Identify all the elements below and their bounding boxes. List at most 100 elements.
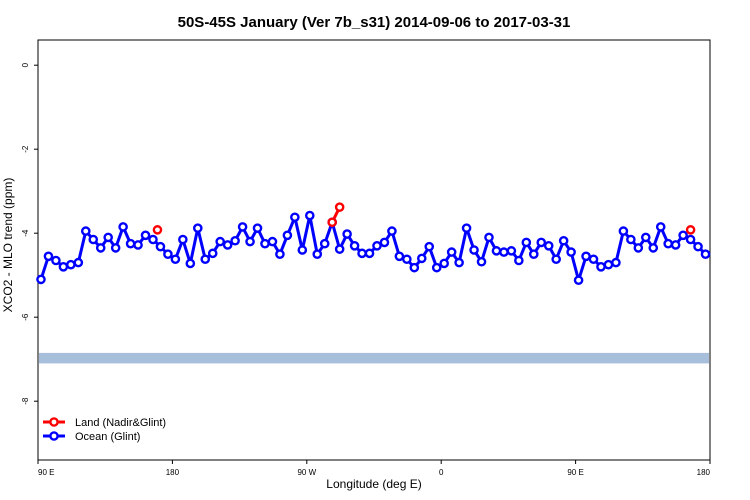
ocean-data-point bbox=[73, 257, 84, 268]
ocean-data-point bbox=[424, 241, 435, 252]
y-tick-label: -8 bbox=[21, 397, 30, 405]
ocean-data-point bbox=[125, 238, 136, 249]
ocean-data-point bbox=[663, 238, 673, 249]
ocean-data-point bbox=[334, 244, 345, 254]
x-tick-label: 180 bbox=[697, 468, 711, 477]
y-tick-label: -2 bbox=[21, 145, 30, 153]
ocean-data-point bbox=[200, 254, 211, 265]
ocean-data-point bbox=[514, 255, 524, 266]
ocean-data-point bbox=[215, 236, 225, 247]
ocean-data-point bbox=[260, 238, 270, 249]
ocean-data-point bbox=[543, 240, 554, 251]
ocean-data-point bbox=[275, 249, 285, 259]
ocean-data-point bbox=[693, 241, 703, 252]
data-band-layer bbox=[39, 352, 709, 364]
ocean-data-point bbox=[290, 212, 300, 223]
ocean-data-point bbox=[312, 249, 323, 259]
ocean-data-point bbox=[678, 230, 688, 241]
ocean-data-point bbox=[237, 222, 248, 232]
x-tick-label: 180 bbox=[166, 468, 180, 477]
legend-swatch-marker bbox=[49, 417, 59, 427]
ocean-data-point bbox=[484, 232, 494, 243]
ocean-data-point bbox=[491, 246, 502, 256]
ocean-data-point bbox=[267, 236, 278, 247]
ocean-data-point bbox=[364, 248, 375, 259]
ocean-data-point bbox=[633, 243, 644, 253]
ocean-data-point bbox=[446, 247, 457, 257]
ocean-data-point bbox=[476, 256, 487, 267]
ocean-data-point bbox=[454, 257, 464, 268]
ocean-data-point bbox=[36, 274, 46, 285]
ocean-data-point bbox=[409, 262, 420, 273]
ocean-data-point bbox=[469, 245, 479, 255]
ocean-data-point bbox=[685, 234, 696, 245]
x-tick-label: 90 E bbox=[38, 468, 54, 477]
legend-swatch-marker bbox=[49, 431, 59, 441]
ocean-data-point bbox=[80, 226, 91, 236]
ocean-data-point bbox=[155, 241, 166, 252]
y-tick-label: 0 bbox=[21, 62, 30, 67]
ocean-data-point bbox=[700, 249, 711, 259]
ocean-data-point bbox=[178, 234, 188, 245]
ocean-data-point bbox=[245, 236, 255, 247]
land-data-point bbox=[327, 217, 337, 228]
ocean-data-point bbox=[431, 262, 442, 273]
ocean-data-point bbox=[230, 235, 240, 246]
ocean-data-point bbox=[626, 234, 636, 245]
data-band bbox=[39, 352, 709, 364]
ocean-data-point bbox=[655, 222, 666, 232]
ocean-data-point bbox=[387, 226, 397, 236]
ocean-data-point bbox=[528, 249, 539, 259]
ocean-data-point bbox=[110, 243, 121, 253]
ocean-data-point bbox=[349, 240, 360, 251]
ocean-data-point bbox=[185, 258, 196, 269]
y-axis-ticks: 0 -2 -4 -6 -8 bbox=[21, 62, 38, 405]
ocean-data-point bbox=[402, 254, 412, 265]
ocean-data-point bbox=[536, 237, 547, 248]
ocean-data-point bbox=[558, 235, 569, 246]
ocean-data-point bbox=[648, 243, 659, 253]
x-tick-label: 90 W bbox=[297, 468, 316, 477]
y-axis-label: XCO2 - MLO trend (ppm) bbox=[1, 178, 15, 313]
ocean-data-point bbox=[551, 254, 561, 265]
chart-title: 50S-45S January (Ver 7b_s31) 2014-09-06 … bbox=[178, 14, 571, 31]
ocean-data-point bbox=[148, 234, 158, 245]
ocean-data-point bbox=[133, 240, 143, 250]
ocean-data-point bbox=[499, 247, 509, 257]
y-tick-label: -4 bbox=[21, 229, 30, 237]
ocean-data-point bbox=[66, 259, 76, 270]
ocean-data-point bbox=[103, 232, 113, 243]
ocean-data-point bbox=[416, 253, 427, 264]
land-data-point bbox=[685, 225, 696, 235]
ocean-data-point bbox=[670, 240, 681, 250]
ocean-data-point bbox=[140, 230, 151, 241]
ocean-data-point bbox=[357, 248, 367, 259]
ocean-data-point bbox=[596, 261, 606, 272]
ocean-data-point bbox=[581, 251, 591, 262]
y-tick-label: -6 bbox=[21, 313, 30, 321]
ocean-data-point bbox=[207, 248, 218, 259]
ocean-data-point bbox=[252, 223, 263, 233]
ocean-data-point bbox=[118, 222, 128, 232]
ocean-data-point bbox=[58, 261, 69, 272]
ocean-data-point bbox=[618, 226, 629, 236]
ocean-data-point bbox=[51, 255, 61, 266]
ocean-data-point bbox=[319, 238, 330, 249]
ocean-data-point bbox=[88, 234, 99, 245]
ocean-data-point bbox=[640, 232, 651, 243]
ocean-data-point bbox=[170, 254, 181, 265]
ocean-data-point bbox=[506, 246, 517, 256]
ocean-data-point bbox=[282, 230, 293, 241]
ocean-data-point bbox=[521, 237, 532, 248]
legend-label: Land (Nadir&Glint) bbox=[75, 417, 166, 429]
x-axis-ticks: 90 E 180 90 W 0 90 E 180 bbox=[37, 460, 711, 477]
ocean-data-point bbox=[192, 223, 203, 233]
ocean-data-point bbox=[573, 275, 584, 286]
plot-frame bbox=[37, 39, 711, 461]
ocean-data-point bbox=[588, 254, 599, 265]
series-layer bbox=[36, 202, 711, 286]
ocean-data-point bbox=[461, 223, 472, 233]
ocean-data-point bbox=[297, 245, 308, 255]
